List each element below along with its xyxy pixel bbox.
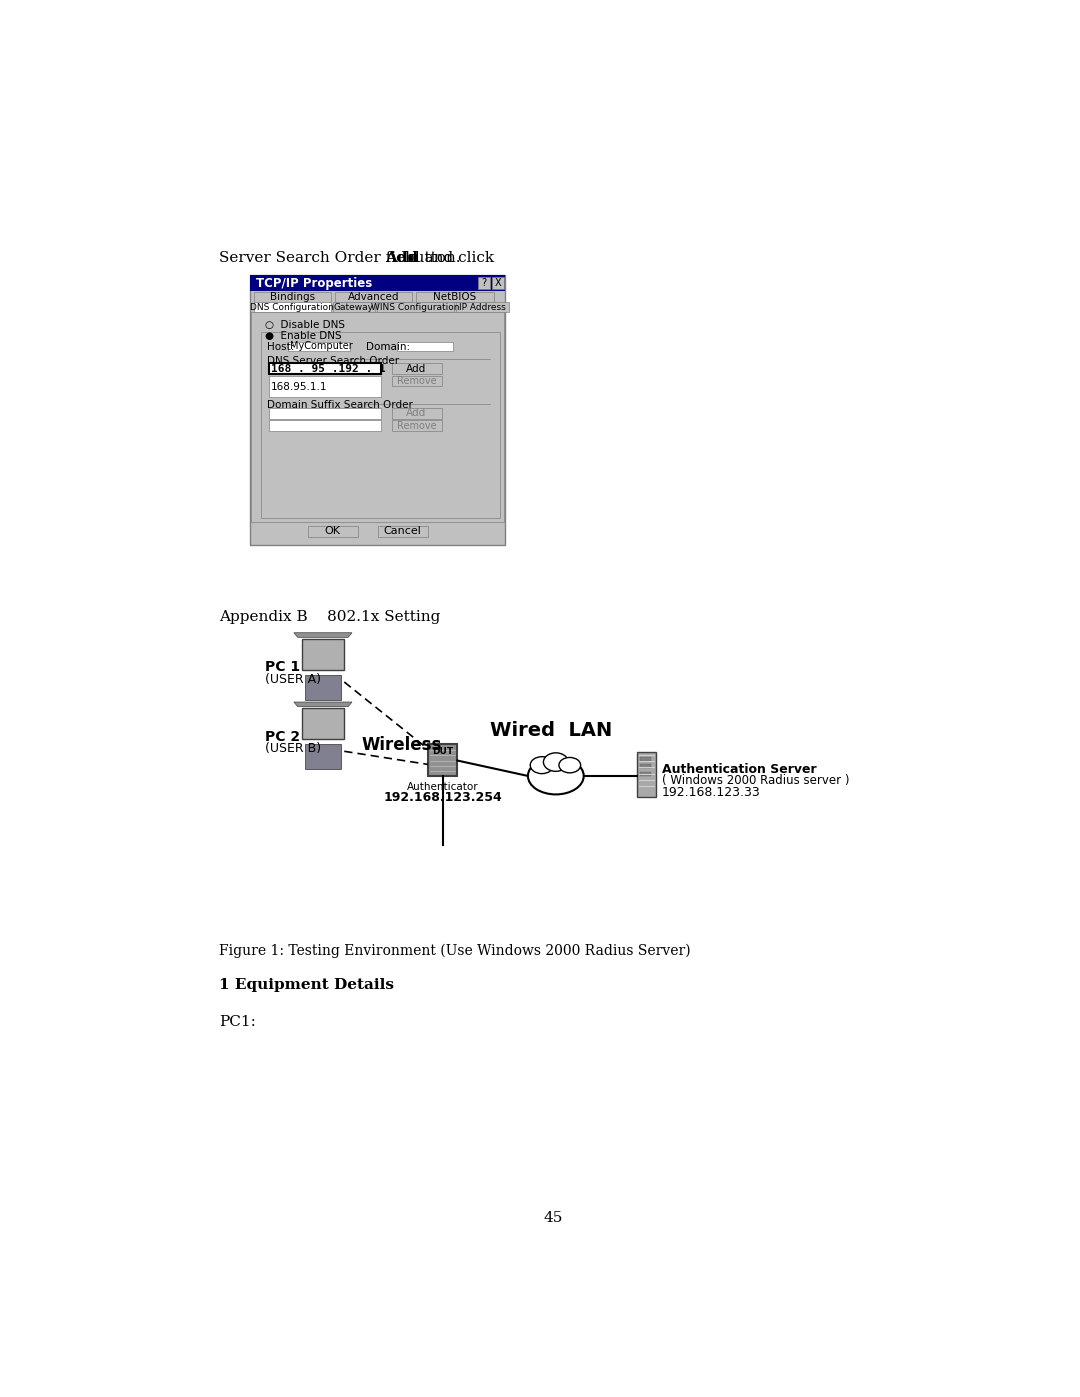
Text: Gateway: Gateway <box>334 303 374 312</box>
Text: 192.168.123.254: 192.168.123.254 <box>383 791 502 805</box>
Text: Appendix B    802.1x Setting: Appendix B 802.1x Setting <box>218 610 440 624</box>
Bar <box>249 275 505 545</box>
Text: Add: Add <box>406 363 427 373</box>
Text: MyComputer: MyComputer <box>291 341 353 351</box>
Bar <box>456 302 509 313</box>
Text: PC 1: PC 1 <box>266 661 300 675</box>
Polygon shape <box>294 633 352 637</box>
Ellipse shape <box>559 757 581 773</box>
Bar <box>640 773 651 775</box>
Text: Figure 1: Testing Environment (Use Windows 2000 Radius Server): Figure 1: Testing Environment (Use Windo… <box>218 944 690 958</box>
Text: 45: 45 <box>544 1211 563 1225</box>
Text: Domain Suffix Search Order: Domain Suffix Search Order <box>267 400 413 411</box>
Text: OK: OK <box>325 527 340 536</box>
Bar <box>640 764 651 768</box>
Text: 192.168.123.33: 192.168.123.33 <box>662 787 760 799</box>
Bar <box>252 313 504 522</box>
Bar <box>392 420 442 432</box>
Text: WINS Configuration: WINS Configuration <box>372 303 460 312</box>
Text: Host:: Host: <box>267 342 294 352</box>
Bar <box>397 342 453 351</box>
Polygon shape <box>301 708 345 739</box>
Bar <box>269 363 381 374</box>
Text: Advanced: Advanced <box>348 292 400 302</box>
Bar <box>392 376 442 387</box>
Text: DNS Configuration: DNS Configuration <box>251 303 335 312</box>
Text: Server Search Order field and click: Server Search Order field and click <box>218 251 499 265</box>
Text: PC 2: PC 2 <box>266 729 300 743</box>
Bar <box>305 745 341 768</box>
Bar <box>269 376 381 397</box>
Text: Domain:: Domain: <box>366 342 410 352</box>
Text: Authenticator: Authenticator <box>407 782 478 792</box>
Text: 1 Equipment Details: 1 Equipment Details <box>218 978 394 992</box>
Text: Add: Add <box>386 251 419 265</box>
Bar <box>491 277 504 289</box>
Text: PC1:: PC1: <box>218 1014 256 1028</box>
Bar <box>378 525 428 538</box>
Text: 168.95.1.1: 168.95.1.1 <box>271 381 327 391</box>
Bar <box>637 752 656 796</box>
Text: (USER A): (USER A) <box>266 673 321 686</box>
Text: Cancel: Cancel <box>383 527 421 536</box>
Text: 168 . 95 .192 . 1: 168 . 95 .192 . 1 <box>271 363 386 373</box>
Text: Authentication Server: Authentication Server <box>662 763 816 775</box>
Text: ○  Disable DNS: ○ Disable DNS <box>266 320 346 330</box>
Bar <box>261 332 500 518</box>
Bar <box>392 408 442 419</box>
Bar <box>269 408 381 419</box>
Text: ?: ? <box>482 278 486 288</box>
Bar <box>249 275 505 291</box>
Text: Remove: Remove <box>396 376 436 386</box>
Text: NetBIOS: NetBIOS <box>433 292 476 302</box>
Bar <box>333 302 375 313</box>
Ellipse shape <box>530 757 554 774</box>
Text: TCP/IP Properties: TCP/IP Properties <box>256 277 373 289</box>
Text: button.: button. <box>400 251 460 265</box>
Bar <box>254 292 332 302</box>
Ellipse shape <box>528 757 583 795</box>
Text: Remove: Remove <box>396 420 436 430</box>
Text: Wireless: Wireless <box>362 736 442 754</box>
Bar <box>288 342 350 351</box>
Bar <box>305 675 341 700</box>
Bar <box>477 277 490 289</box>
Text: DUT: DUT <box>432 747 454 756</box>
Bar <box>335 292 413 302</box>
Bar <box>640 757 651 760</box>
Text: DNS Server Search Order: DNS Server Search Order <box>267 355 399 366</box>
Bar <box>416 292 494 302</box>
Bar <box>308 525 359 538</box>
Text: Bindings: Bindings <box>270 292 315 302</box>
Bar <box>392 363 442 374</box>
Polygon shape <box>301 638 345 669</box>
Text: X: X <box>495 278 501 288</box>
Bar <box>428 743 458 775</box>
Text: ●  Enable DNS: ● Enable DNS <box>266 331 342 341</box>
Polygon shape <box>294 703 352 707</box>
Bar <box>377 302 455 313</box>
Text: Add: Add <box>406 408 427 418</box>
Text: ( Windows 2000 Radius server ): ( Windows 2000 Radius server ) <box>662 774 850 787</box>
Text: Wired  LAN: Wired LAN <box>490 721 612 739</box>
Bar <box>269 420 381 432</box>
Ellipse shape <box>543 753 568 771</box>
Bar <box>254 302 332 313</box>
Text: IP Address: IP Address <box>459 303 505 312</box>
Text: (USER B): (USER B) <box>266 742 322 754</box>
